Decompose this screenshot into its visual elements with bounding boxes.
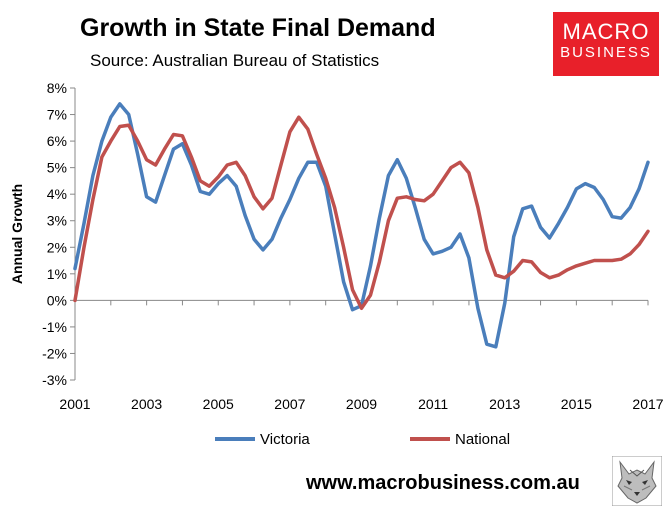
y-tick-label: 6%: [47, 133, 67, 149]
y-tick-label: 7%: [47, 107, 67, 123]
y-tick-label: -2%: [42, 345, 67, 361]
macrobusiness-logo: MACRO BUSINESS: [553, 12, 659, 76]
chart-title: Growth in State Final Demand: [80, 14, 436, 42]
x-tick-label: 2005: [203, 396, 234, 412]
website-url: www.macrobusiness.com.au: [306, 472, 580, 494]
legend-label-national: National: [455, 431, 510, 448]
logo-line-2: BUSINESS: [560, 44, 652, 61]
y-tick-label: 0%: [47, 292, 67, 308]
wolf-logo-icon: [612, 456, 662, 506]
y-tick-label: -1%: [42, 319, 67, 335]
y-axis-ticks: -3% -2% -1% 0% 1% 2% 3% 4% 5% 6% 7% 8%: [42, 80, 75, 388]
chart-series: [73, 102, 650, 349]
chart-legend: Victoria National: [215, 431, 510, 448]
y-axis-label: Annual Growth: [9, 184, 25, 284]
y-tick-label: 8%: [47, 80, 67, 96]
x-tick-label: 2009: [346, 396, 377, 412]
y-tick-label: -3%: [42, 372, 67, 388]
x-tick-label: 2011: [418, 396, 448, 412]
legend-label-victoria: Victoria: [260, 431, 310, 448]
y-tick-label: 2%: [47, 239, 67, 255]
y-tick-label: 1%: [47, 266, 67, 282]
x-tick-label: 2015: [561, 396, 592, 412]
chart-axes: [74, 88, 648, 380]
series-line-national: [73, 115, 650, 311]
chart-source: Source: Australian Bureau of Statistics: [90, 51, 380, 70]
logo-line-1: MACRO: [562, 19, 650, 44]
series-line-victoria: [73, 102, 650, 349]
y-tick-label: 4%: [47, 186, 67, 202]
x-tick-label: 2003: [131, 396, 162, 412]
y-tick-label: 3%: [47, 213, 67, 229]
x-tick-label: 2007: [274, 396, 305, 412]
x-tick-label: 2013: [489, 396, 520, 412]
x-axis-ticks: 2001 2003 2005 2007 2009 2011 2013 2015 2017: [59, 300, 664, 412]
x-tick-label: 2017: [632, 396, 663, 412]
x-tick-label: 2001: [59, 396, 90, 412]
y-tick-label: 5%: [47, 160, 67, 176]
